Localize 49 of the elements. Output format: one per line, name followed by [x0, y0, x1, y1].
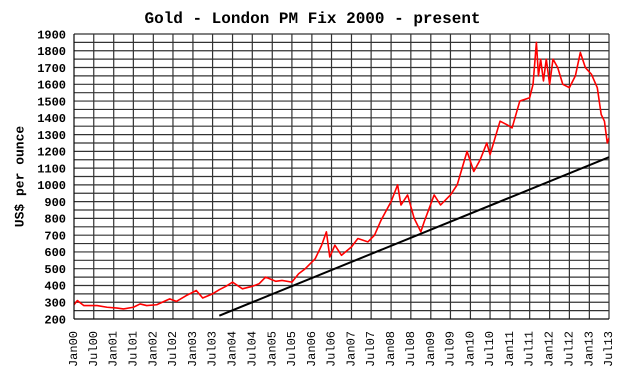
y-axis-title: US$ per ounce	[12, 126, 28, 228]
x-tick-label: Jan07	[344, 331, 358, 368]
x-tick-label: Jan08	[384, 331, 398, 368]
x-tick-label: Jul03	[206, 331, 220, 368]
x-tick-label: Jan13	[582, 331, 596, 368]
x-tick-label: Jan09	[424, 331, 438, 368]
x-tick-label: Jul08	[404, 331, 418, 368]
y-tick-label: 900	[44, 196, 66, 210]
x-tick-label: Jan06	[304, 331, 319, 368]
x-tick-label: Jul06	[324, 331, 339, 368]
x-tick-label: Jul09	[443, 331, 458, 368]
y-tick-label: 400	[44, 280, 66, 294]
chart-title: Gold - London PM Fix 2000 - present	[143, 9, 482, 30]
y-tick-label: 1000	[37, 179, 66, 194]
x-tick-label: Jan03	[186, 331, 200, 368]
x-tick-label: Jan10	[463, 331, 478, 368]
y-tick-label: 1500	[37, 95, 66, 110]
x-tick-label: Jul13	[602, 331, 616, 368]
x-tick-label: Jan02	[146, 331, 160, 368]
y-tick-label: 1900	[37, 28, 66, 42]
x-tick-label: Jul05	[284, 331, 299, 368]
y-tick-label: 1300	[37, 128, 66, 143]
y-tick-label: 1600	[37, 78, 66, 93]
y-tick-label: 1200	[37, 146, 66, 160]
x-tick-label: Jul00	[86, 331, 101, 368]
x-tick-label: Jul02	[166, 331, 180, 368]
x-tick-label: Jan12	[542, 331, 557, 368]
x-tick-label: Jul12	[562, 331, 576, 368]
y-tick-label: 600	[44, 246, 66, 260]
x-tick-label: Jul07	[364, 331, 378, 368]
x-tick-label: Jan01	[106, 331, 121, 368]
y-tick-label: 1700	[37, 62, 66, 76]
x-tick-label: Jul11	[522, 331, 537, 368]
x-tick-label: Jul10	[483, 331, 498, 368]
y-tick-label: 700	[44, 229, 66, 244]
x-tick-label: Jan00	[67, 331, 81, 368]
x-tick-label: Jul01	[126, 331, 140, 368]
x-tick-label: Jan11	[503, 331, 518, 368]
y-tick-label: 1400	[37, 112, 66, 126]
x-tick-label: Jul04	[245, 331, 260, 368]
y-tick-label: 1100	[37, 162, 66, 176]
y-tick-label: 1800	[37, 45, 66, 60]
x-tick-label: Jan05	[265, 331, 280, 368]
y-tick-label: 200	[44, 313, 66, 328]
y-tick-label: 300	[44, 296, 66, 310]
x-tick-label: Jan04	[226, 331, 240, 368]
y-tick-label: 500	[44, 262, 66, 277]
y-tick-label: 800	[44, 212, 66, 227]
line-series	[74, 42, 609, 310]
